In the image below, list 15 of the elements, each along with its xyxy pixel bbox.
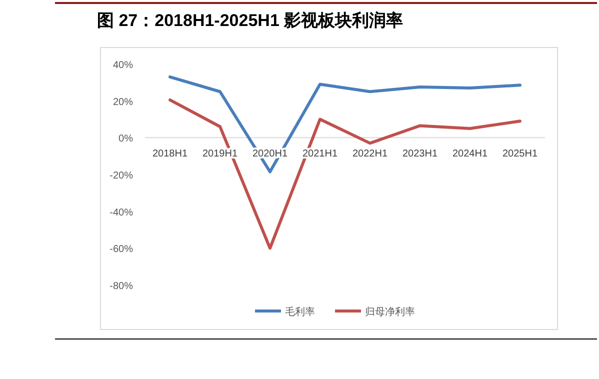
legend-label: 归母净利率 [365,306,415,318]
x-tick-label: 2022H1 [352,148,388,160]
y-tick-label: 20% [112,96,134,108]
y-tick-label: -60% [110,244,134,256]
y-tick-label: -40% [110,207,134,218]
x-tick-label: 2018H1 [152,148,188,160]
y-tick-label: 40% [112,60,134,71]
y-tick-label: 0% [118,134,134,145]
legend-label: 毛利率 [285,306,315,318]
x-tick-label: 2023H1 [402,148,438,160]
x-tick-label: 2024H1 [452,148,488,160]
y-tick-label: -80% [110,281,134,292]
chart-title: 图 27：2018H1-2025H1 影视板块利润率 [97,11,404,30]
y-tick-label: -20% [110,170,134,182]
x-tick-label: 2025H1 [502,148,538,160]
